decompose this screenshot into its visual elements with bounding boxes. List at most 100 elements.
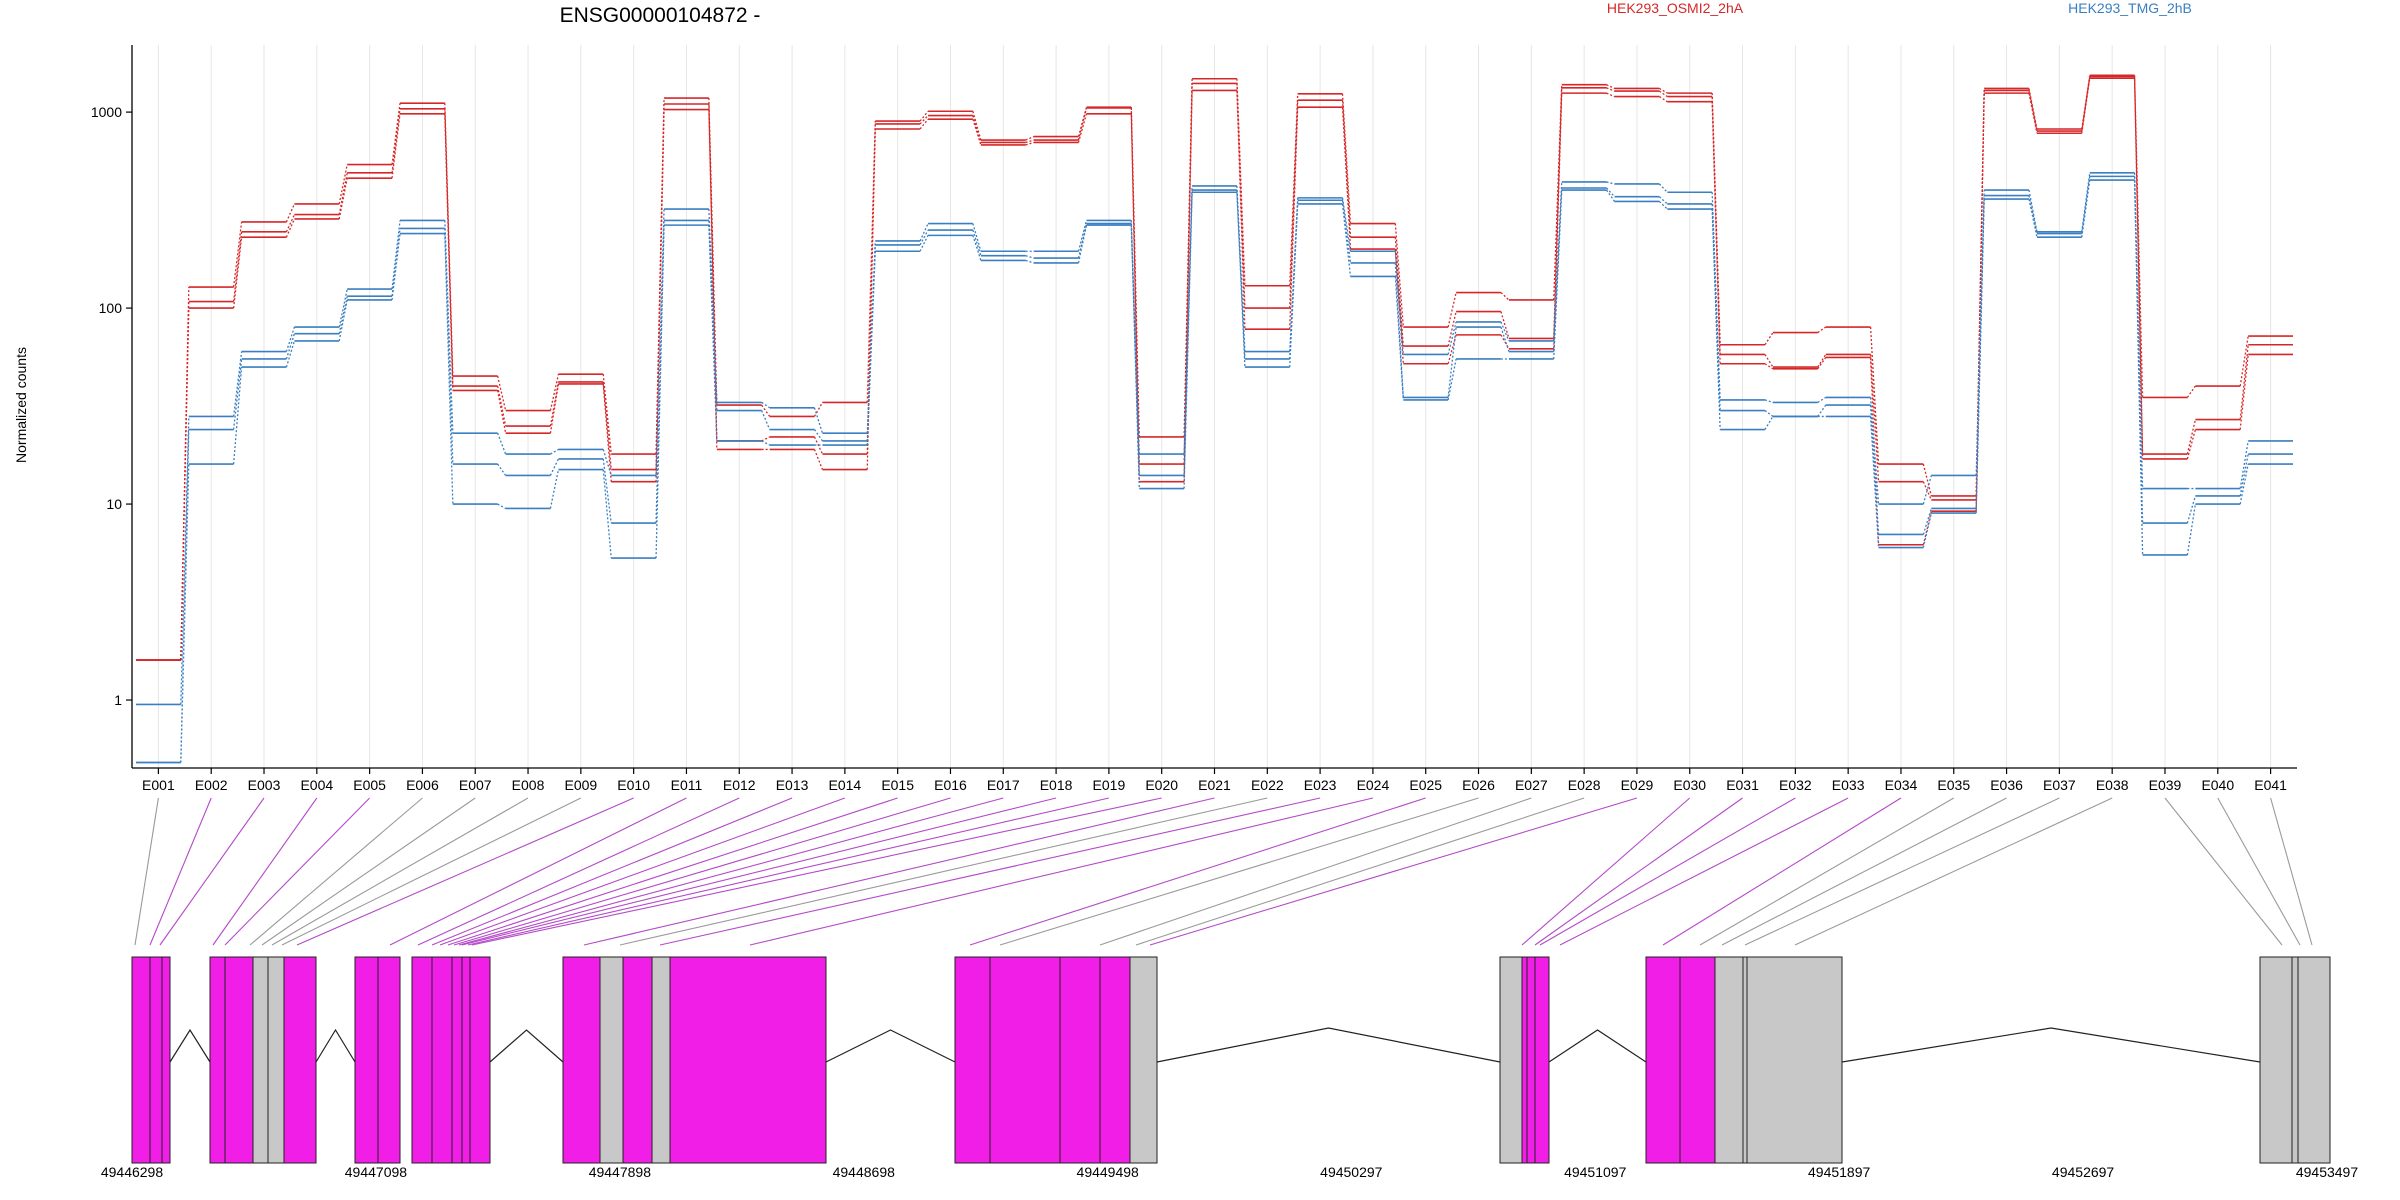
x-tick-label: E006 xyxy=(406,777,439,793)
series-connector xyxy=(1025,259,1034,264)
bin-connector xyxy=(583,797,1215,946)
exon-block xyxy=(252,956,269,1164)
y-tick-label: 1 xyxy=(114,692,122,708)
series-connector xyxy=(1289,93,1299,286)
exon-block xyxy=(1099,956,1131,1164)
x-tick-label: E016 xyxy=(934,777,967,793)
intron-line xyxy=(489,1029,564,1063)
y-tick-label: 1000 xyxy=(91,104,122,120)
bin-connector xyxy=(471,797,1162,946)
bin-connector xyxy=(458,797,1004,946)
series-connector xyxy=(761,436,770,442)
exon-block xyxy=(954,956,991,1164)
series-connector xyxy=(602,383,612,482)
series-connector xyxy=(1500,311,1510,339)
exon-block xyxy=(469,956,491,1164)
series-connector xyxy=(232,231,243,302)
series-connector xyxy=(2239,453,2249,497)
bin-connector xyxy=(249,797,423,946)
series-connector xyxy=(866,121,876,403)
bin-connector xyxy=(1135,797,1585,946)
bin-connector xyxy=(447,797,898,946)
genomic-coordinate-label: 49447098 xyxy=(345,1164,408,1180)
series-connector xyxy=(2028,189,2038,232)
series-connector xyxy=(391,113,401,179)
series-connector xyxy=(1922,512,1932,548)
exon-block xyxy=(2259,956,2293,1164)
bin-connector xyxy=(1794,797,2113,946)
series-connector xyxy=(1553,93,1563,349)
series-connector xyxy=(1553,181,1563,341)
bin-connector xyxy=(2270,797,2313,946)
series-connector xyxy=(1817,404,1827,417)
series-connector xyxy=(1236,190,1246,359)
exon-block xyxy=(411,956,433,1164)
bin-connector xyxy=(389,797,687,946)
series-connector xyxy=(180,308,190,661)
series-connector xyxy=(1447,292,1457,328)
series-connector xyxy=(497,503,506,509)
series-connector xyxy=(761,401,771,409)
series-connector xyxy=(1922,463,1932,497)
series-connector xyxy=(1764,363,1774,370)
x-tick-label: E011 xyxy=(671,777,703,793)
series-connector xyxy=(338,288,348,328)
exon-block xyxy=(224,956,254,1164)
x-tick-label: E022 xyxy=(1251,777,1284,793)
series-connector xyxy=(180,464,190,763)
intron-line xyxy=(1548,1029,1647,1063)
x-tick-label: E041 xyxy=(2254,777,2287,793)
series-connector xyxy=(444,233,454,505)
series-connector xyxy=(1658,196,1668,205)
exon-block xyxy=(1521,956,1528,1164)
chart-title: ENSG00000104872 - xyxy=(560,4,761,27)
bin-connector xyxy=(296,797,634,946)
series-connector xyxy=(1606,92,1615,98)
series-connector xyxy=(1975,199,1985,514)
series-connector xyxy=(1658,183,1668,193)
series-connector xyxy=(1606,84,1615,90)
series-connector xyxy=(550,448,559,455)
series-connector xyxy=(1658,96,1668,103)
exon-block xyxy=(267,956,285,1164)
series-connector xyxy=(180,429,190,763)
x-tick-label: E025 xyxy=(1409,777,1442,793)
series-connector xyxy=(972,223,982,252)
bin-connector xyxy=(619,797,1268,946)
series-connector xyxy=(2028,88,2038,130)
exon-block xyxy=(1714,956,1744,1164)
bin-connector xyxy=(2217,797,2301,946)
bin-connector xyxy=(1662,797,1902,946)
series-connector xyxy=(497,463,507,476)
intron-line xyxy=(1841,1027,2261,1063)
x-tick-label: E026 xyxy=(1462,777,1495,793)
genomic-coordinate-label: 49447898 xyxy=(589,1164,652,1180)
series-connector xyxy=(1394,276,1404,400)
series-connector xyxy=(761,410,771,430)
genomic-coordinate-label: 49448698 xyxy=(833,1164,896,1180)
x-tick-label: E013 xyxy=(776,777,809,793)
exon-block xyxy=(377,956,401,1164)
x-tick-label: E019 xyxy=(1093,777,1126,793)
series-connector xyxy=(1447,311,1457,347)
series-connector xyxy=(602,458,612,524)
bin-connector xyxy=(417,797,740,946)
series-connector xyxy=(232,237,243,309)
series-connector xyxy=(232,221,243,288)
intron-line xyxy=(169,1028,211,1063)
series-connector xyxy=(180,416,190,705)
series-connector xyxy=(813,407,824,434)
series-connector xyxy=(549,383,560,434)
series-connector xyxy=(972,119,982,146)
exon-block xyxy=(1679,956,1716,1164)
bin-connector xyxy=(431,797,793,946)
series-connector xyxy=(1764,332,1774,346)
x-tick-label: E018 xyxy=(1040,777,1073,793)
x-tick-label: E033 xyxy=(1832,777,1865,793)
plot-series xyxy=(136,74,2293,764)
vertical-gridlines xyxy=(157,45,2272,768)
series-connector xyxy=(496,390,507,434)
series-connector xyxy=(496,385,507,427)
series-connector xyxy=(391,233,401,301)
legend-entry-tmg: HEK293_TMG_2hB xyxy=(2068,0,2192,16)
